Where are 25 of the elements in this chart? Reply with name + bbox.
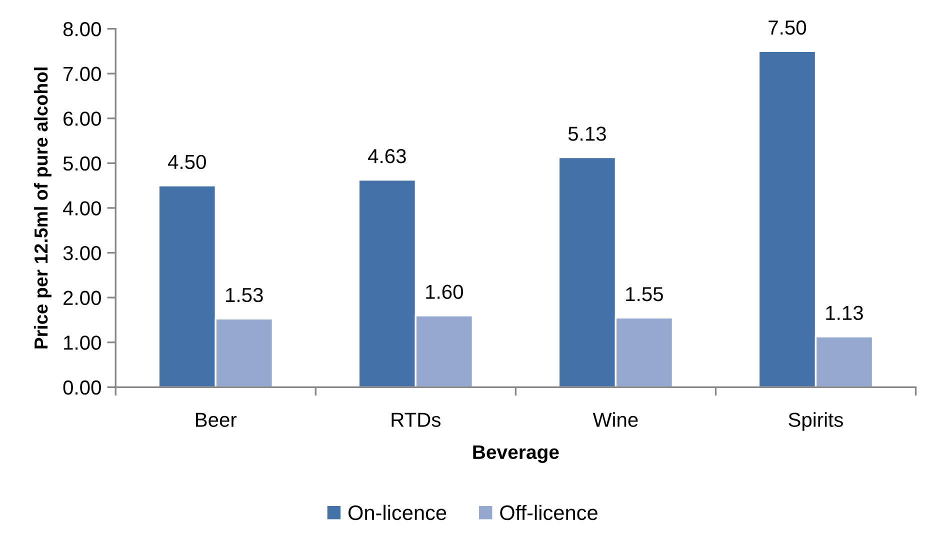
legend-label: On-licence: [348, 504, 446, 520]
data-label: 5.13: [568, 126, 606, 141]
data-label: 7.50: [768, 20, 806, 35]
x-axis-title: Beverage: [473, 445, 559, 463]
data-label: 4.50: [168, 154, 206, 170]
y-tick-label: 3.00: [63, 246, 101, 260]
data-label: 1.53: [226, 288, 263, 302]
y-tick-label: 1.00: [64, 336, 101, 350]
y-tick-label: 4.00: [63, 201, 101, 216]
data-label: 1.60: [426, 284, 463, 299]
legend-label: Off-licence: [500, 504, 598, 520]
data-label: 1.55: [626, 287, 663, 302]
data-label: 4.63: [368, 149, 406, 164]
y-tick-label: 8.00: [63, 22, 101, 36]
y-tick-label: 6.00: [64, 112, 101, 126]
y-tick-label: 2.00: [64, 290, 101, 306]
data-label: 1.13: [826, 306, 863, 320]
y-tick-label: 5.00: [63, 156, 101, 171]
y-tick-label: 7.00: [64, 66, 101, 82]
x-tick-label: RTDs: [392, 412, 440, 427]
y-axis-title: Price per 12.5ml of pure alcohol: [34, 68, 52, 348]
x-tick-label: Beer: [196, 412, 237, 427]
y-tick-label: 0.00: [63, 380, 101, 395]
x-tick-label: Spirits: [788, 412, 843, 431]
x-tick-label: Wine: [592, 412, 638, 427]
